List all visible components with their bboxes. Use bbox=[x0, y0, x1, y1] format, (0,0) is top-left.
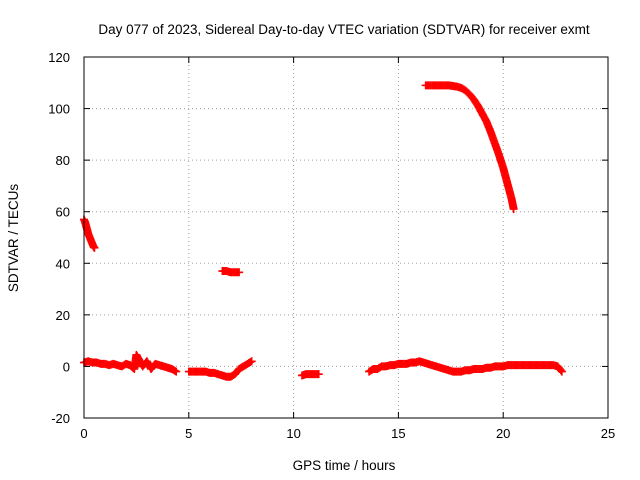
y-tick-label: 60 bbox=[56, 205, 70, 220]
x-tick-label: 20 bbox=[496, 426, 510, 441]
x-tick-label: 10 bbox=[286, 426, 300, 441]
x-tick-label: 25 bbox=[601, 426, 615, 441]
x-tick-label: 15 bbox=[391, 426, 405, 441]
data-series bbox=[365, 357, 566, 376]
data-point bbox=[90, 243, 99, 252]
data-point bbox=[247, 357, 256, 366]
data-series bbox=[218, 267, 244, 277]
chart-title: Day 077 of 2023, Sidereal Day-to-day VTE… bbox=[98, 22, 589, 37]
data-point bbox=[246, 358, 255, 367]
y-tick-label: 20 bbox=[56, 308, 70, 323]
y-tick-label: 80 bbox=[56, 153, 70, 168]
data-point bbox=[235, 268, 244, 277]
data-series bbox=[80, 215, 99, 252]
y-tick-label: -20 bbox=[51, 411, 70, 426]
data-series bbox=[297, 370, 323, 380]
data-series bbox=[184, 357, 256, 381]
y-tick-label: 120 bbox=[48, 50, 70, 65]
x-tick-label: 0 bbox=[80, 426, 87, 441]
y-tick-label: 100 bbox=[48, 102, 70, 117]
y-axis-label: SDTVAR / TECUs bbox=[6, 184, 21, 293]
data-series bbox=[421, 81, 518, 214]
data-point bbox=[557, 367, 566, 376]
data-points bbox=[80, 81, 566, 381]
data-point bbox=[509, 205, 518, 214]
x-tick-label: 5 bbox=[185, 426, 192, 441]
y-tick-label: 40 bbox=[56, 256, 70, 271]
data-point bbox=[556, 366, 565, 375]
plot-frame bbox=[83, 56, 609, 419]
data-series bbox=[80, 350, 181, 376]
data-point bbox=[170, 366, 179, 375]
data-point bbox=[314, 370, 323, 379]
x-axis-label: GPS time / hours bbox=[293, 458, 396, 473]
y-tick-label: 0 bbox=[63, 359, 70, 374]
data-point bbox=[172, 367, 181, 376]
axis-ticks: 0 5 10 15 20 25 -20 0 20 40 60 80 100 120 bbox=[48, 50, 615, 441]
